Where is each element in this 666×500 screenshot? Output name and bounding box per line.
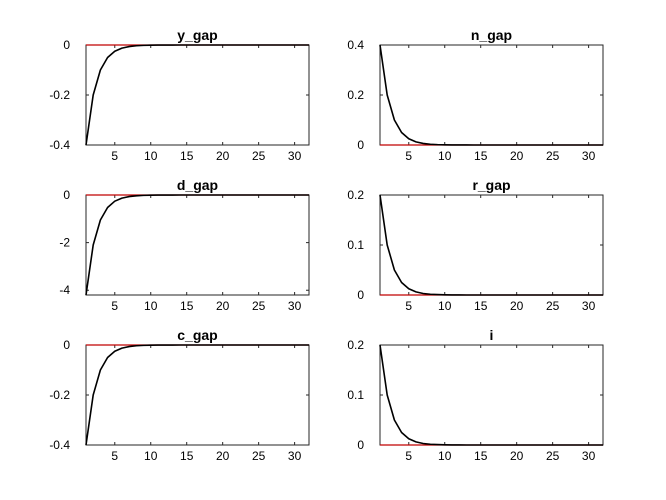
subplot-d-gap: d_gap 5 10 15 20 25 30 0 -2 -4 [59, 177, 310, 313]
x-tick-label: 30 [288, 299, 302, 313]
x-tick-label: 10 [144, 449, 158, 463]
y-tick-label: 0.4 [347, 38, 364, 52]
x-tick-label: 20 [510, 299, 524, 313]
y-tick-label: 0 [63, 338, 70, 352]
y-tick-label: 0 [357, 138, 364, 152]
x-tick-label: 15 [180, 449, 194, 463]
y-tick-label: -4 [59, 283, 70, 297]
x-tick-label: 20 [216, 449, 230, 463]
x-tick-label: 30 [582, 449, 596, 463]
subplot-n-gap: n_gap 5 10 15 20 25 30 0.4 0.2 0 [347, 27, 604, 163]
y-tick-label: 0.1 [347, 238, 364, 252]
x-tick-label: 25 [546, 299, 560, 313]
subplot-title: d_gap [177, 177, 218, 193]
y-tick-label: 0 [63, 38, 70, 52]
x-tick-label: 5 [405, 149, 412, 163]
x-tick-label: 10 [438, 299, 452, 313]
x-tick-label: 10 [144, 299, 158, 313]
subplot-title: i [490, 327, 494, 343]
response-line [85, 44, 309, 146]
x-tick-label: 5 [111, 299, 118, 313]
subplot-title: c_gap [177, 327, 217, 343]
x-tick-label: 15 [474, 149, 488, 163]
x-tick-label: 15 [180, 149, 194, 163]
y-tick-label: 0.1 [347, 388, 364, 402]
response-line [85, 194, 309, 296]
x-tick-label: 15 [474, 299, 488, 313]
axes-frame [85, 344, 310, 446]
x-tick-label: 30 [582, 299, 596, 313]
y-tick-label: 0 [63, 188, 70, 202]
y-tick-label: 0.2 [347, 188, 364, 202]
axes-frame [379, 194, 604, 296]
y-tick-label: -0.2 [49, 388, 70, 402]
axes-frame [85, 44, 310, 146]
x-tick-label: 25 [252, 299, 266, 313]
response-line [379, 344, 603, 446]
y-tick-label: -2 [59, 236, 70, 250]
y-tick-label: 0.2 [347, 88, 364, 102]
subplot-r-gap: r_gap 5 10 15 20 25 30 0.2 0.1 0 [347, 177, 604, 313]
subplot-c-gap: c_gap 5 10 15 20 25 30 0 -0.2 -0.4 [49, 327, 310, 463]
y-tick-label: -0.2 [49, 88, 70, 102]
y-tick-label: 0 [357, 438, 364, 452]
x-tick-label: 30 [288, 449, 302, 463]
x-tick-label: 15 [180, 299, 194, 313]
x-tick-label: 25 [546, 449, 560, 463]
y-tick-label: -0.4 [49, 138, 70, 152]
x-tick-label: 20 [216, 299, 230, 313]
x-tick-label: 5 [111, 449, 118, 463]
x-tick-label: 25 [252, 449, 266, 463]
x-tick-label: 25 [252, 149, 266, 163]
x-tick-label: 5 [405, 449, 412, 463]
x-tick-label: 20 [510, 449, 524, 463]
x-tick-label: 10 [438, 449, 452, 463]
y-tick-label: 0 [357, 288, 364, 302]
x-tick-label: 10 [438, 149, 452, 163]
subplot-y-gap: y_gap 5 10 15 20 25 30 0 -0.2 -0.4 [49, 27, 310, 163]
subplot-title: y_gap [177, 27, 217, 43]
response-line [85, 344, 309, 446]
x-tick-label: 15 [474, 449, 488, 463]
x-tick-label: 20 [510, 149, 524, 163]
x-tick-label: 5 [111, 149, 118, 163]
response-line [379, 44, 603, 146]
subplot-title: n_gap [471, 27, 512, 43]
response-line [379, 194, 603, 296]
x-tick-label: 30 [582, 149, 596, 163]
x-tick-label: 5 [405, 299, 412, 313]
y-tick-label: -0.4 [49, 438, 70, 452]
x-tick-label: 25 [546, 149, 560, 163]
x-tick-label: 30 [288, 149, 302, 163]
axes-frame [379, 44, 604, 146]
y-tick-label: 0.2 [347, 338, 364, 352]
x-tick-label: 20 [216, 149, 230, 163]
axes-frame [379, 344, 604, 446]
subplot-i: i 5 10 15 20 25 30 0.2 0.1 0 [347, 327, 604, 463]
axes-frame [85, 194, 310, 296]
x-tick-label: 10 [144, 149, 158, 163]
subplot-title: r_gap [472, 177, 510, 193]
